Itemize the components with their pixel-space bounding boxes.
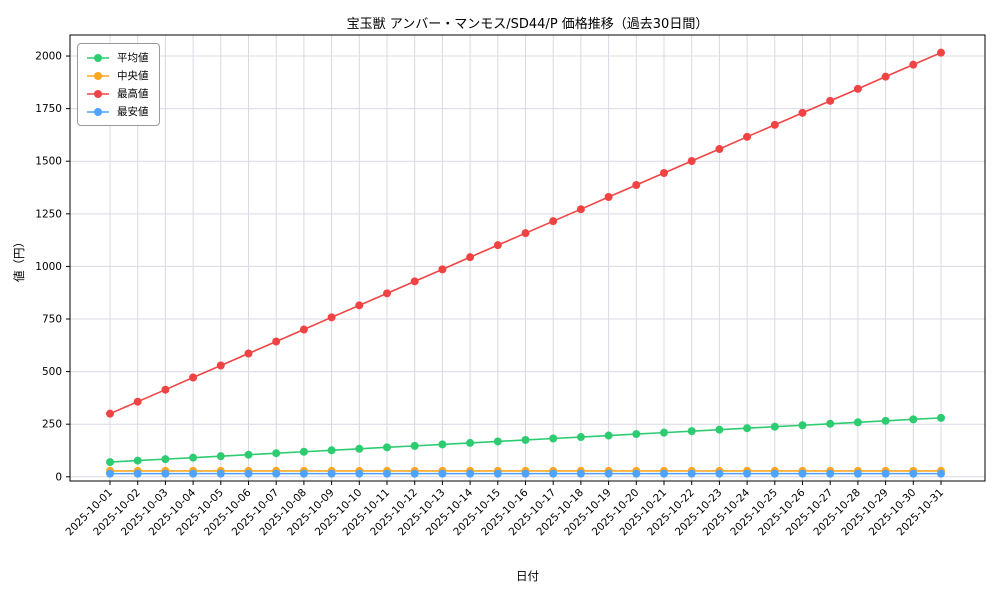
x-axis-label: 日付 bbox=[516, 569, 539, 583]
svg-text:1000: 1000 bbox=[35, 261, 62, 273]
svg-text:2000: 2000 bbox=[35, 51, 62, 63]
legend-item: 中央値 bbox=[86, 68, 149, 83]
legend-item: 平均値 bbox=[86, 50, 149, 65]
legend-label: 最安値 bbox=[117, 106, 149, 118]
legend-label: 中央値 bbox=[117, 70, 149, 82]
legend-marker-icon bbox=[87, 89, 109, 98]
svg-text:0: 0 bbox=[55, 471, 62, 483]
svg-text:1500: 1500 bbox=[35, 156, 62, 168]
svg-text:1250: 1250 bbox=[35, 208, 62, 220]
legend-item: 最安値 bbox=[86, 104, 149, 119]
svg-text:1750: 1750 bbox=[35, 103, 62, 115]
svg-text:500: 500 bbox=[42, 366, 62, 378]
legend-marker-icon bbox=[87, 71, 109, 80]
legend-item: 最高値 bbox=[86, 86, 149, 101]
legend-marker-icon bbox=[87, 53, 109, 62]
svg-text:250: 250 bbox=[42, 419, 62, 431]
legend-label: 平均値 bbox=[117, 52, 149, 64]
legend-marker-icon bbox=[87, 107, 109, 116]
legend-label: 最高値 bbox=[117, 88, 149, 100]
svg-text:750: 750 bbox=[42, 314, 62, 326]
chart-title: 宝玉獣 アンバー・マンモス/SD44/P 価格推移（過去30日間） bbox=[346, 17, 709, 32]
legend: 平均値中央値最高値最安値 bbox=[77, 43, 160, 126]
